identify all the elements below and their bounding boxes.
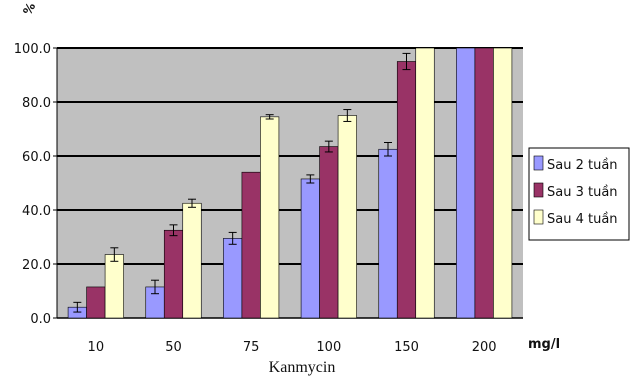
plot-area (57, 48, 523, 318)
bar (104, 254, 124, 319)
x-tick-label: 75 (243, 340, 260, 355)
y-tick-label: 60.0 (22, 150, 51, 165)
x-axis-title: Kanmycin (269, 359, 336, 376)
bar (456, 47, 476, 319)
x-axis-categories: 10 50 75 100 150 200 (88, 340, 497, 355)
bar (493, 47, 513, 319)
x-axis-unit: mg/l (528, 337, 560, 352)
bar (260, 116, 280, 319)
y-tick-label: 40.0 (22, 204, 51, 219)
x-tick-label: 100 (316, 340, 341, 355)
bar (300, 178, 320, 319)
x-tick-label: 50 (165, 340, 182, 355)
legend-swatch (533, 182, 544, 198)
bar (223, 238, 243, 319)
legend-label: Sau 4 tuần (547, 212, 618, 227)
bar (474, 47, 494, 319)
bar (163, 229, 184, 319)
x-tick-label: 200 (472, 340, 497, 355)
legend-box (528, 147, 630, 241)
y-tick-label: 20.0 (22, 258, 51, 273)
bar (378, 148, 398, 319)
bars (67, 47, 513, 319)
y-tick-label: 100.0 (14, 42, 51, 57)
y-axis-ticks: 0.0 20.0 40.0 60.0 80.0 100.0 (14, 42, 58, 327)
y-tick-label: 80.0 (22, 96, 51, 111)
bar (241, 171, 261, 319)
gridlines (57, 47, 523, 319)
y-tick-label: 0.0 (30, 312, 51, 327)
legend: Sau 2 tuần Sau 3 tuần Sau 4 tuần (528, 147, 630, 241)
legend-swatch (533, 209, 544, 225)
bar (396, 61, 417, 319)
bar (319, 146, 339, 319)
bar (86, 286, 106, 319)
x-tick-label: 150 (394, 340, 419, 355)
legend-label: Sau 3 tuần (547, 185, 618, 200)
x-tick-label: 10 (88, 340, 105, 355)
legend-label: Sau 2 tuần (547, 158, 618, 173)
bar (182, 202, 202, 319)
y-axis-label: % (20, 0, 38, 17)
bar (337, 115, 357, 319)
legend-swatch (533, 155, 544, 171)
bar (415, 47, 435, 319)
